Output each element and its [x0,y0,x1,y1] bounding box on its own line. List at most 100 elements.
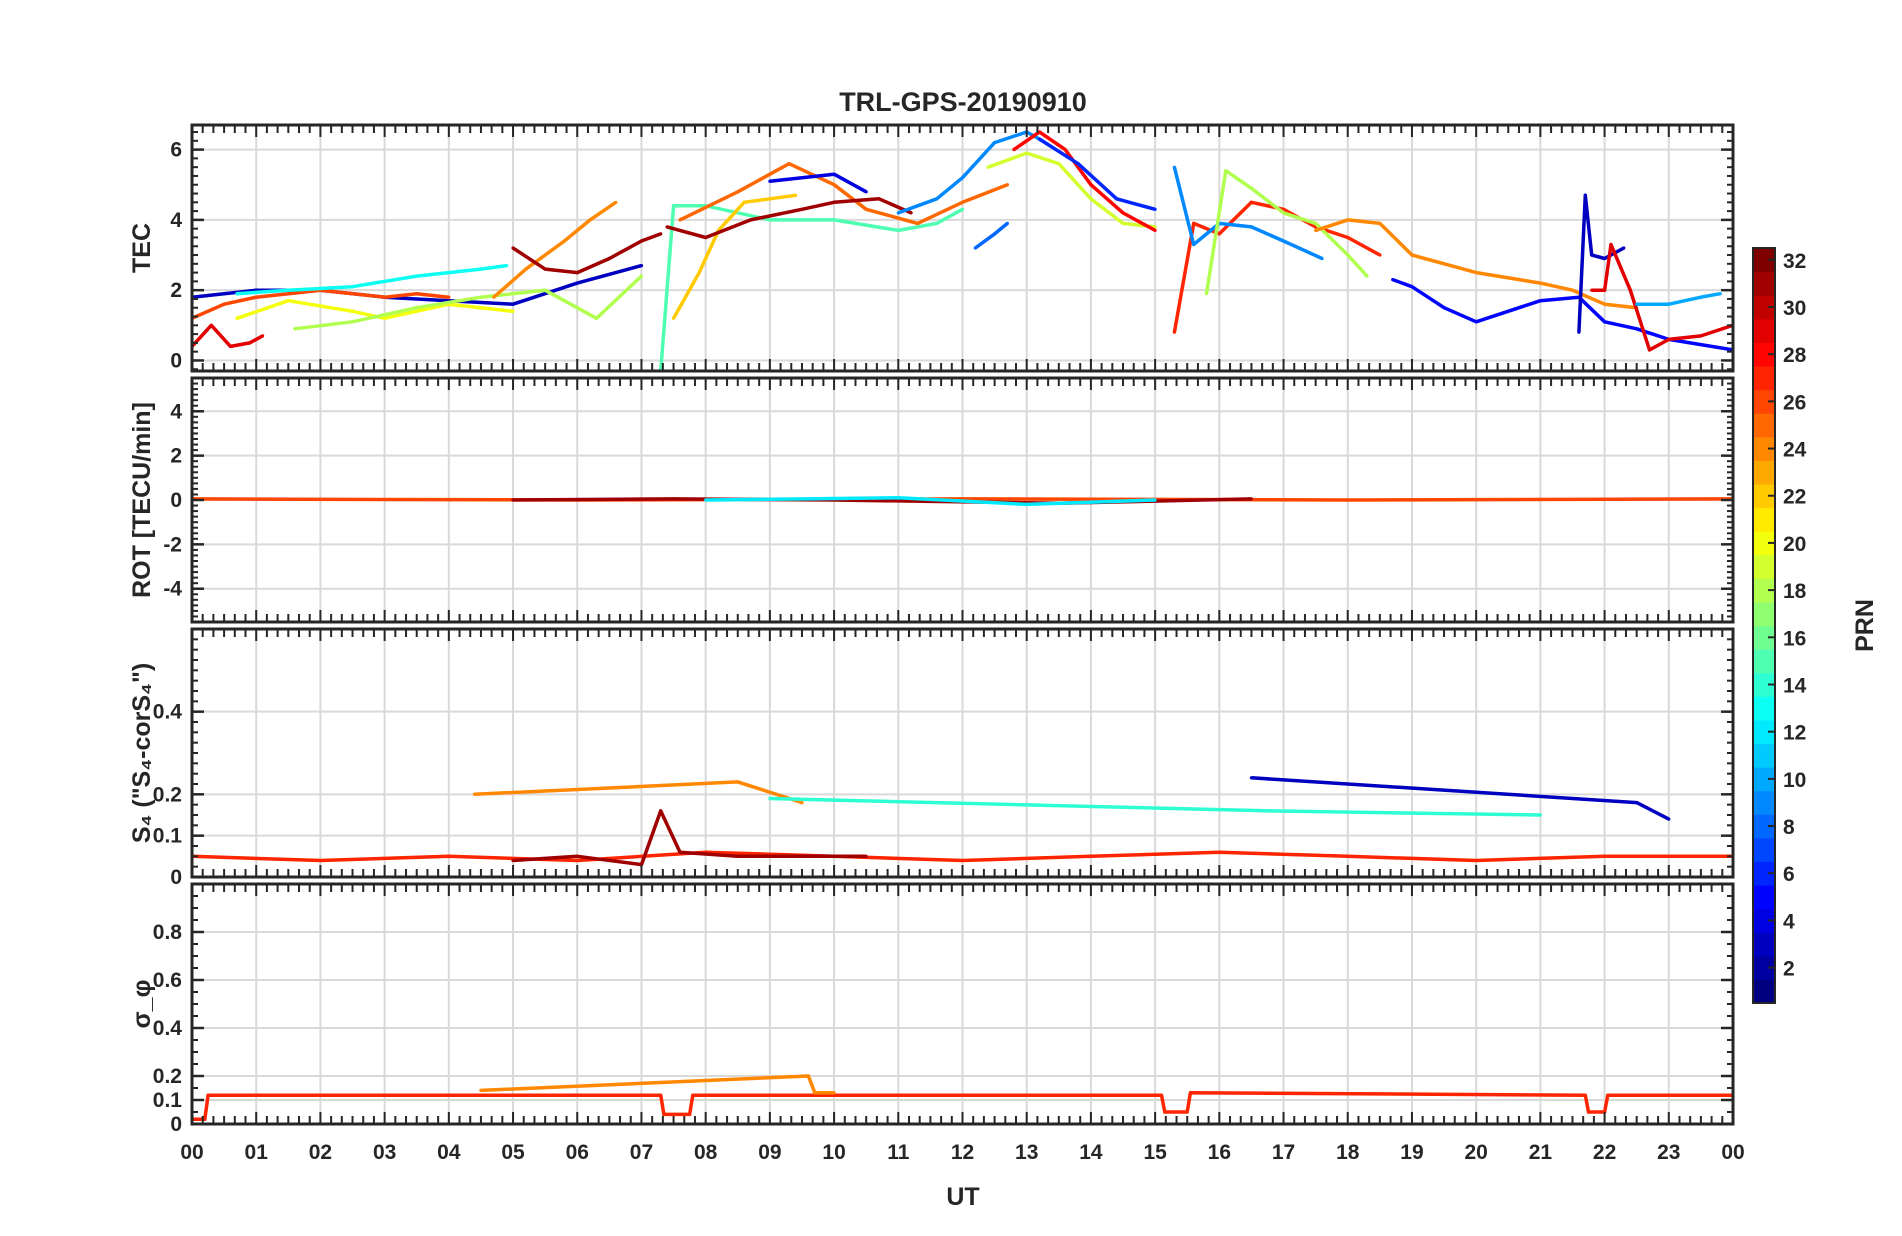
y-tick-label: 2 [170,445,182,468]
colorbar-tick-label: 14 [1783,674,1807,697]
data-point [350,320,355,324]
series-line-prn-27 [1172,200,1381,333]
data-point [1570,288,1575,292]
data-point [659,232,663,236]
data-point [659,809,663,813]
data-point [800,854,804,858]
colorbar-swatch [1753,554,1775,579]
data-point [254,295,258,299]
data-point [1249,200,1253,204]
data-point [235,316,239,320]
data-point [479,267,483,271]
data-point [659,1093,663,1097]
colorbar-swatch [1753,672,1775,697]
data-point [1121,211,1125,215]
data-point [1025,502,1029,506]
data-point [1622,246,1626,250]
data-point [1269,809,1273,813]
data-point [639,264,644,268]
data-point [511,498,515,502]
data-point [1089,854,1093,858]
data-point [662,1112,666,1116]
data-point [691,1093,695,1097]
colorbar-swatch [1753,719,1775,745]
colorbar-tick-label: 6 [1783,863,1795,886]
series-group [192,1074,1733,1121]
data-point [1192,242,1196,247]
y-axis-label: σ_φ [128,980,156,1029]
data-point [1603,302,1607,306]
colorbar-label: PRN [1851,599,1879,652]
data-point [209,323,213,327]
data-point [1005,221,1010,225]
x-tick-label: 22 [1593,1141,1616,1164]
data-point [1249,225,1253,229]
colorbar-swatch [1753,955,1775,980]
data-point [832,1091,836,1095]
data-point [1153,228,1157,232]
colorbar-swatch [1753,413,1775,438]
data-point [960,200,965,204]
data-point [896,496,900,500]
colorbar-swatch [1753,625,1775,650]
data-point [1057,162,1061,166]
data-point [1249,776,1253,780]
data-point [749,218,753,222]
x-tick-label: 23 [1657,1141,1680,1164]
data-point [800,801,804,805]
colorbar-tick-label: 12 [1783,722,1806,745]
data-point [511,858,515,863]
data-point [1089,197,1093,201]
data-point [607,256,612,261]
colorbar-tick-label: 24 [1783,439,1807,462]
chart-title: TRL-GPS-20190910 [839,87,1087,117]
data-point [800,207,804,211]
data-point [1635,327,1639,331]
data-point [248,341,252,345]
data-point [1249,186,1253,190]
colorbar-swatch [1753,295,1775,320]
data-point [575,271,579,275]
data-point [1378,253,1382,257]
data-point [832,172,836,176]
data-point [1365,274,1369,278]
axes-frame [190,123,1735,373]
series-line-prn-22 [672,193,796,320]
data-point [1590,253,1594,257]
data-point [993,141,997,145]
series-line-prn-4 [769,172,868,194]
data-point [1217,232,1221,236]
y-tick-label: 0.1 [153,825,183,848]
y-tick-label: 0.2 [153,1065,182,1088]
data-point [1224,169,1228,173]
series-line-prn-10 [1636,291,1721,306]
data-point [1346,498,1350,502]
colorbar-tick-label: 10 [1783,769,1806,792]
data-point [203,1117,207,1121]
y-tick-label: -4 [163,578,182,601]
x-tick-label: 12 [951,1141,974,1164]
data-point [562,239,567,243]
data-point [1378,221,1382,225]
data-point [1667,337,1671,341]
x-tick-label: 13 [1015,1141,1038,1164]
data-point [575,281,579,285]
panel-2: -4 -2 0 2 4 ROT [TECU/min] [128,376,1735,624]
data-point [678,850,682,854]
data-point [1281,239,1286,243]
series-line-prn-9 [897,130,1041,215]
y-tick-label: 6 [170,139,182,162]
data-point [222,302,226,306]
data-point [1603,854,1607,858]
x-axis-label: UT [946,1183,979,1211]
data-point [1603,288,1607,292]
colorbar-tick-label: 22 [1783,486,1806,509]
data-point [639,239,644,243]
data-point [877,197,881,201]
colorbar-swatch [1753,861,1775,886]
colorbar-swatch [1753,483,1775,509]
colorbar-swatch [1753,601,1775,627]
data-point [575,858,579,863]
